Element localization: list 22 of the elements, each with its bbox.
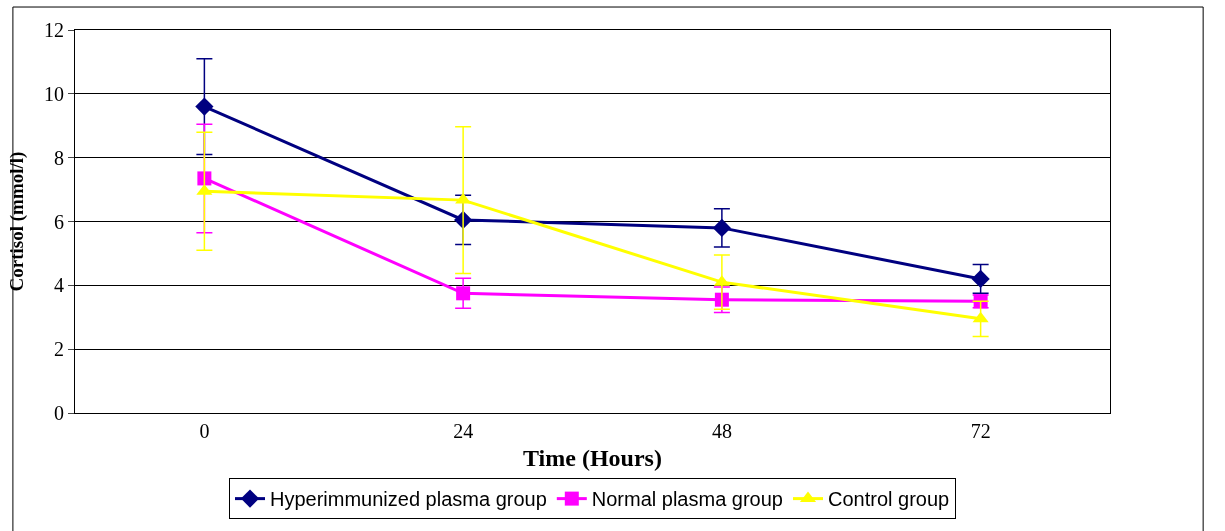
point <box>197 171 212 186</box>
y-tick-label: 2 <box>54 338 64 361</box>
point <box>456 286 471 301</box>
point <box>972 311 989 323</box>
x-tick-label: 48 <box>711 420 732 442</box>
y-tick-label: 0 <box>54 402 64 424</box>
x-tick-label: 72 <box>970 420 991 442</box>
point <box>195 97 214 116</box>
point <box>712 218 731 237</box>
y-tick-label: 12 <box>44 19 64 41</box>
legend-label: Hyperimmunized plasma group <box>270 488 547 511</box>
x-axis-title: Time (Hours) <box>523 445 662 472</box>
y-tick-label: 6 <box>54 210 64 233</box>
legend-label: Normal plasma group <box>591 488 783 511</box>
y-tick-label: 10 <box>44 82 64 105</box>
x-tick-label: 24 <box>453 420 474 442</box>
point <box>971 269 990 289</box>
x-tick-label: 0 <box>199 420 210 442</box>
y-tick-label: 4 <box>54 274 64 297</box>
legend-label: Control group <box>828 488 950 511</box>
y-tick-label: 8 <box>54 146 64 169</box>
y-axis-title: Cortisol (mmol/l) <box>5 151 28 292</box>
